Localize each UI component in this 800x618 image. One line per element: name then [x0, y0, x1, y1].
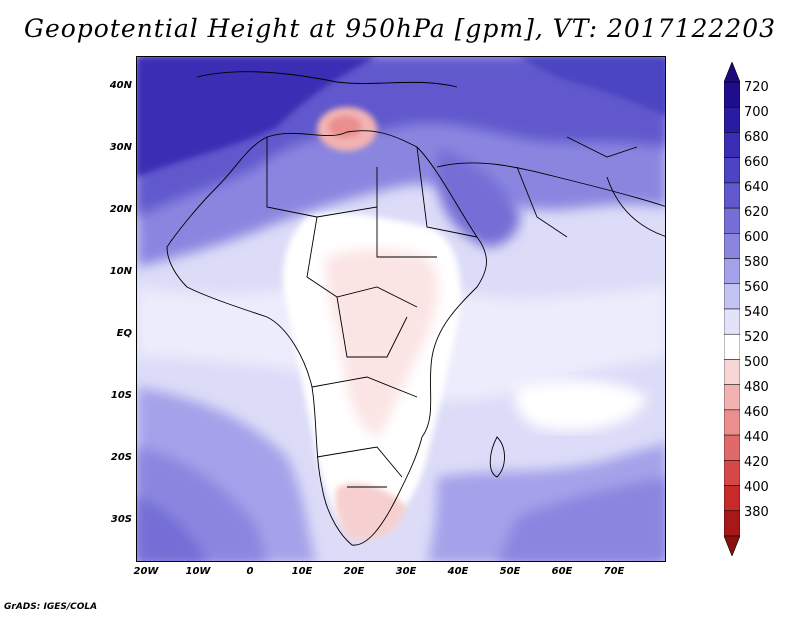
- lat-label-10n: 10N: [109, 266, 132, 277]
- colorbar-label: 540: [744, 305, 769, 320]
- colorbar-label: 460: [744, 405, 769, 420]
- map-panel: [136, 56, 666, 562]
- lon-label-10e: 10E: [291, 566, 313, 577]
- lon-label-40e: 40E: [447, 566, 469, 577]
- colorbar-cell: [724, 81, 740, 108]
- colorbar-label: 700: [744, 105, 769, 120]
- colorbar-cell: [724, 157, 740, 184]
- colorbar-label: 440: [744, 430, 769, 445]
- colorbar-cell: [724, 384, 740, 411]
- colorbar-label: 640: [744, 180, 769, 195]
- lat-label-30s: 30S: [110, 514, 132, 525]
- lat-label-10s: 10S: [110, 390, 132, 401]
- colorbar-cell: [724, 308, 740, 335]
- colorbar-label: 400: [744, 480, 769, 495]
- colorbar-cell: [724, 485, 740, 512]
- colorbar-label: 720: [744, 80, 769, 95]
- colorbar-cell: [724, 510, 740, 537]
- lon-label-30e: 30E: [395, 566, 417, 577]
- colorbar-cell: [724, 207, 740, 234]
- lat-label-20s: 20S: [110, 452, 132, 463]
- colorbar-top-arrow: [724, 62, 740, 83]
- lon-label-60e: 60E: [551, 566, 573, 577]
- colorbar-cell: [724, 460, 740, 486]
- colorbar-label: 420: [744, 455, 769, 470]
- colorbar-cell: [724, 233, 740, 259]
- colorbar-cell: [724, 106, 740, 133]
- colorbar: [724, 62, 740, 556]
- colorbar-cell: [724, 258, 740, 285]
- geopotential-field: [137, 57, 665, 561]
- lon-label-20w: 20W: [133, 566, 159, 577]
- lon-label-0: 0: [246, 566, 254, 577]
- colorbar-cell: [724, 409, 740, 436]
- colorbar-cell: [724, 434, 740, 461]
- colorbar-cell: [724, 132, 740, 158]
- lat-label-20n: 20N: [109, 204, 132, 215]
- colorbar-bottom-arrow: [724, 535, 740, 556]
- lat-label-eq: EQ: [116, 328, 132, 339]
- colorbar-cell: [724, 182, 740, 209]
- colorbar-label: 600: [744, 230, 769, 245]
- lon-label-10w: 10W: [185, 566, 211, 577]
- colorbar-label: 680: [744, 130, 769, 145]
- footer-credit: GrADS: IGES/COLA: [4, 602, 98, 612]
- colorbar-label: 500: [744, 355, 769, 370]
- colorbar-label: 480: [744, 380, 769, 395]
- colorbar-label: 660: [744, 155, 769, 170]
- colorbar-label: 380: [744, 505, 769, 520]
- colorbar-label: 560: [744, 280, 769, 295]
- lon-label-20e: 20E: [343, 566, 365, 577]
- lon-label-70e: 70E: [603, 566, 625, 577]
- lon-label-50e: 50E: [499, 566, 521, 577]
- lat-label-30n: 30N: [109, 142, 132, 153]
- colorbar-label: 520: [744, 330, 769, 345]
- colorbar-cell: [724, 333, 740, 360]
- colorbar-label: 620: [744, 205, 769, 220]
- colorbar-cell: [724, 283, 740, 310]
- country-outlines: [166, 71, 665, 546]
- lat-label-40n: 40N: [109, 80, 132, 91]
- chart-title: Geopotential Height at 950hPa [gpm], VT:…: [23, 14, 777, 43]
- colorbar-cell: [724, 359, 740, 385]
- colorbar-label: 580: [744, 255, 769, 270]
